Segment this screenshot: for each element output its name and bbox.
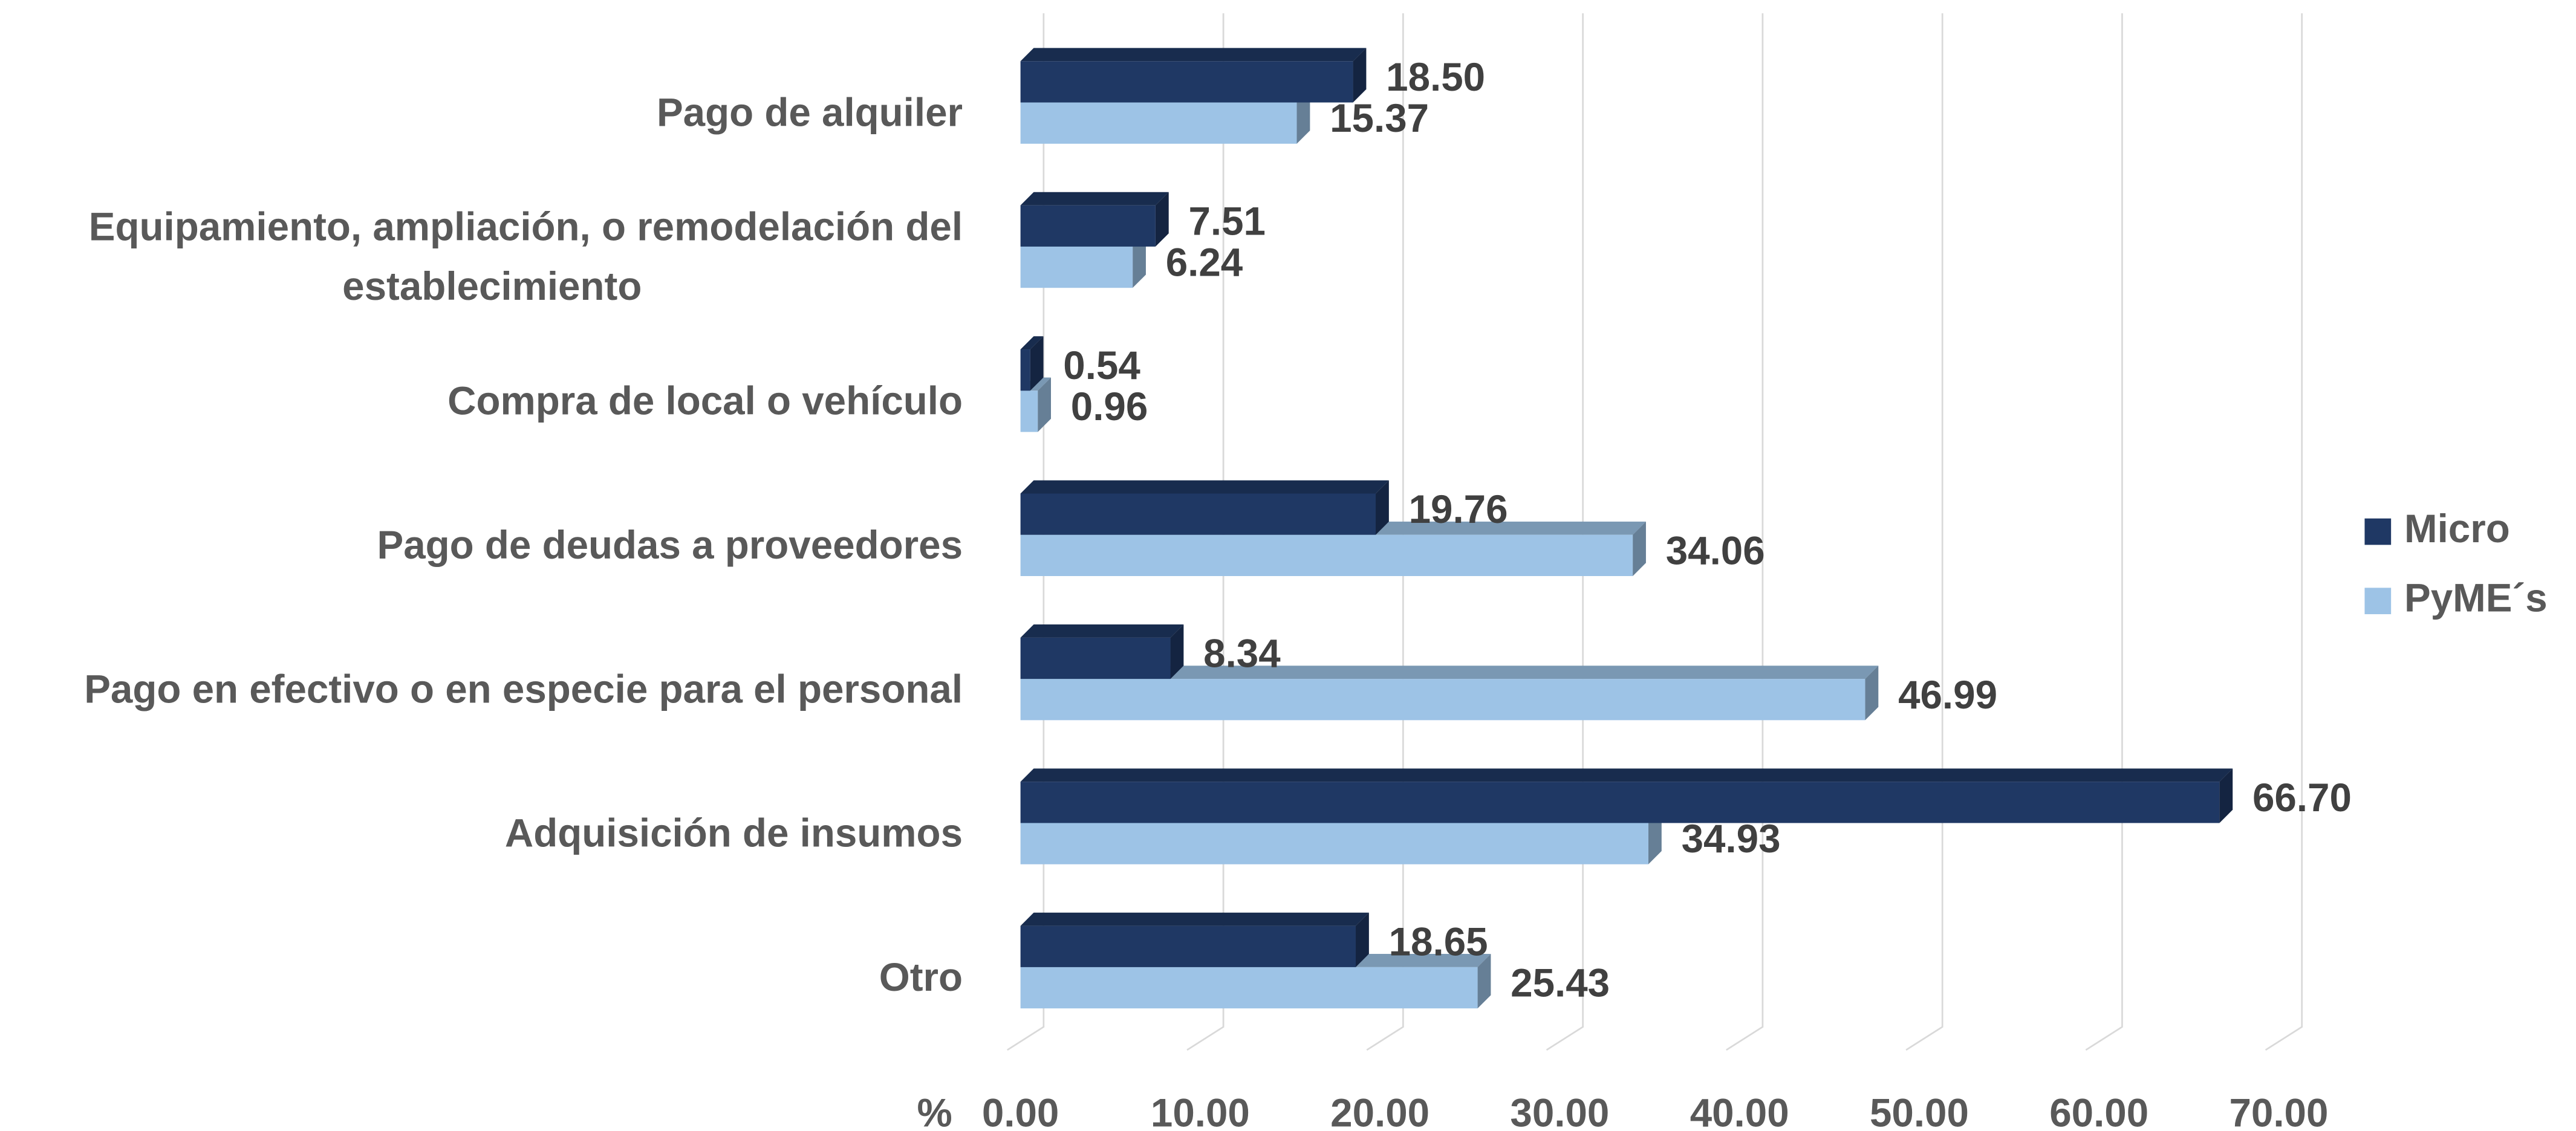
grid-line [1186,13,1225,1051]
data-label: 0.54 [1063,343,1140,387]
bar-front [1020,637,1171,679]
grid-line [1366,13,1404,1051]
bar [1020,912,1369,967]
x-tick-label: 0.00 [982,1091,1059,1131]
y-tick-label: Compra de local o vehículo [447,378,963,423]
bar [1020,624,1184,679]
bar-front [1020,246,1133,288]
bar-side [1030,336,1044,391]
data-label: 15.37 [1330,96,1429,140]
bar-side [1155,192,1169,247]
y-tick-label: Adquisición de insumos [505,811,963,855]
data-label: 66.70 [2252,776,2352,820]
y-tick-label: Otro [879,955,963,999]
data-label: 18.50 [1386,55,1485,99]
bar-front [1020,967,1478,1009]
bar [1020,768,2233,823]
bar-front [1020,823,1648,864]
data-label: 6.24 [1166,241,1243,285]
x-tick-label: 30.00 [1510,1091,1609,1131]
grid-line [2265,13,2303,1051]
bar-side [1633,521,1646,576]
bar-top [1020,480,1389,494]
bar-front [1020,679,1865,721]
legend-label: Micro [2404,507,2510,551]
bar-side [1356,912,1369,967]
bar [1020,48,1367,103]
grid-line [1726,13,1764,1051]
bar-top [1020,768,2233,782]
grid-line [1546,13,1584,1051]
bar-front [1020,782,2220,823]
y-tick-label: Pago en efectivo o en especie para el pe… [84,667,963,711]
legend-swatch [2364,518,2392,545]
bar-side [1296,89,1310,144]
y-tick-label: Pago de alquiler [657,91,963,135]
bar-front [1020,493,1376,535]
data-label: 46.99 [1898,673,1997,717]
data-label: 34.93 [1682,817,1781,861]
bar-front [1020,61,1353,103]
bar [1020,192,1169,247]
x-tick-label: 20.00 [1330,1091,1429,1131]
bar-top [1020,48,1367,62]
x-tick-label: 10.00 [1151,1091,1250,1131]
data-label: 34.06 [1666,528,1765,572]
bar [1020,480,1389,535]
bar-side [1353,48,1367,103]
grid-line [1007,13,1045,1051]
data-label: 19.76 [1409,487,1508,531]
legend-label: PyME´s [2404,576,2548,620]
grid-line [1905,13,1943,1051]
y-tick-label: Pago de deudas a proveedores [377,523,963,567]
data-label: 0.96 [1071,384,1148,429]
legend-swatch [2364,588,2392,615]
x-tick-label: 60.00 [2049,1091,2148,1131]
bar-top [1020,912,1369,926]
bar-front [1020,925,1356,967]
bar-front [1020,391,1038,432]
x-tick-label: 40.00 [1690,1091,1789,1131]
bar-front [1020,205,1156,247]
bar-front [1020,349,1030,391]
grid-line [2085,13,2123,1051]
bar-side [1477,954,1491,1009]
bar-top [1020,336,1044,350]
bar-top [1020,192,1169,206]
data-label: 7.51 [1188,199,1266,243]
bar-side [1170,624,1184,679]
bar [1020,666,1879,721]
bar-side [1038,377,1051,432]
x-axis-label: % [917,1091,952,1131]
bar-top [1020,624,1184,638]
bar-top [1020,666,1879,679]
x-tick-label: 70.00 [2229,1091,2328,1131]
bar-side [1865,666,1879,721]
bar-side [1648,809,1662,864]
data-label: 8.34 [1203,632,1281,676]
x-tick-label: 50.00 [1870,1091,1969,1131]
bar [1020,336,1044,391]
data-label: 25.43 [1511,961,1610,1005]
bar-side [1376,480,1389,535]
data-label: 18.65 [1389,919,1488,964]
bar-side [2219,768,2233,823]
bar-front [1020,102,1297,144]
bar-side [1133,233,1146,288]
y-tick-label: Equipamiento, ampliación, o remodelación… [89,205,963,308]
bar-front [1020,534,1633,576]
